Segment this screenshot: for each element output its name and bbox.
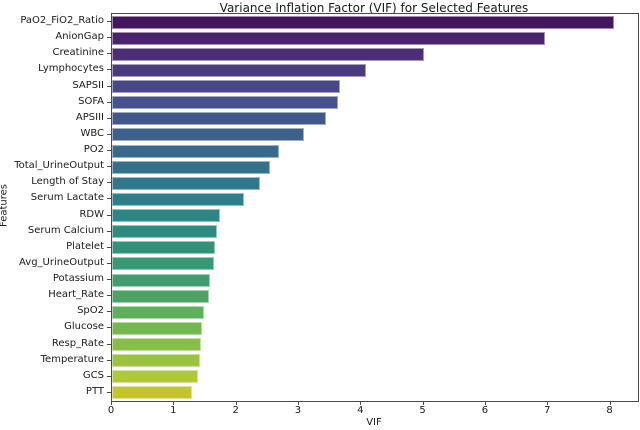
bar-sapsii xyxy=(112,80,341,93)
bar-temperature xyxy=(112,354,201,368)
bar-ptt xyxy=(112,386,192,400)
y-axis-label: Features xyxy=(0,184,10,227)
y-tick-label: Heart_Rate xyxy=(48,289,104,301)
x-tick-mark xyxy=(235,401,237,405)
bars-layer xyxy=(112,14,638,401)
bar-resp-rate xyxy=(112,338,202,351)
y-tick-label: WBC xyxy=(80,127,104,139)
y-tick-mark xyxy=(107,53,111,55)
y-tick-label: AnionGap xyxy=(55,31,104,43)
y-tick-label: Resp_Rate xyxy=(51,337,104,349)
y-tick-label: Creatinine xyxy=(52,47,104,59)
y-tick-mark xyxy=(107,182,111,184)
y-tick-mark xyxy=(107,375,111,377)
bar-lymphocytes xyxy=(112,63,367,77)
x-tick-mark xyxy=(173,401,175,405)
y-tick-mark xyxy=(107,327,111,329)
y-tick-label: RDW xyxy=(79,208,104,220)
bar-aniongap xyxy=(112,31,546,45)
x-tick-label: 6 xyxy=(481,405,489,416)
bar-potassium xyxy=(112,273,211,287)
bar-avg-urineoutput xyxy=(112,257,215,271)
bar-length-of-stay xyxy=(112,176,261,190)
y-tick-mark xyxy=(107,359,111,361)
x-tick-mark xyxy=(484,401,486,405)
y-tick-mark xyxy=(107,343,111,345)
y-tick-label: APSIII xyxy=(75,111,104,123)
x-tick-label: 7 xyxy=(544,405,551,416)
bar-rdw xyxy=(112,209,221,222)
y-tick-mark xyxy=(107,133,111,135)
x-tick-mark xyxy=(422,401,424,405)
y-tick-mark xyxy=(107,262,111,264)
y-tick-label: SpO2 xyxy=(77,305,104,317)
y-tick-mark xyxy=(107,101,111,103)
x-tick-mark xyxy=(111,401,112,405)
bar-po2 xyxy=(112,144,280,158)
y-tick-label: Platelet xyxy=(66,240,104,252)
y-tick-mark xyxy=(107,150,111,152)
y-tick-mark xyxy=(107,311,111,313)
y-tick-label: Potassium xyxy=(52,273,104,285)
x-tick-label: 0 xyxy=(107,405,115,416)
bar-wbc xyxy=(112,128,304,142)
bar-apsiii xyxy=(112,112,327,126)
y-tick-label: PTT xyxy=(85,385,104,397)
bar-serum-calcium xyxy=(112,225,218,239)
y-tick-mark xyxy=(107,69,111,71)
y-tick-mark xyxy=(107,21,111,23)
x-tick-mark xyxy=(297,401,299,405)
y-tick-label: PaO2_FiO2_Ratio xyxy=(20,15,104,27)
y-tick-mark xyxy=(107,37,111,39)
y-tick-label: Serum Lactate xyxy=(30,192,104,204)
x-tick-label: 5 xyxy=(419,405,426,416)
bar-pao2-fio2-ratio xyxy=(112,15,615,29)
bar-platelet xyxy=(112,241,216,255)
bar-gcs xyxy=(112,370,198,384)
y-tick-mark xyxy=(107,117,111,119)
y-tick-label: PO2 xyxy=(83,144,104,156)
bar-total-urineoutput xyxy=(112,160,271,174)
y-tick-label: Avg_UrineOutput xyxy=(19,256,104,268)
x-tick-mark xyxy=(609,401,611,405)
x-tick-mark xyxy=(360,401,362,405)
bar-glucose xyxy=(112,321,203,335)
y-tick-label: Length of Stay xyxy=(31,176,104,188)
y-tick-mark xyxy=(107,166,111,168)
plot-area xyxy=(111,13,639,402)
y-tick-label: GCS xyxy=(82,369,104,381)
bar-sofa xyxy=(112,96,338,110)
y-tick-label: Lymphocytes xyxy=(38,63,104,75)
y-tick-label: SOFA xyxy=(78,95,104,107)
x-tick-label: 8 xyxy=(606,405,613,416)
x-tick-label: 2 xyxy=(232,405,239,416)
y-tick-mark xyxy=(107,85,111,87)
y-axis-tick-labels: PaO2_FiO2_Ratio AnionGap Creatinine Lymphoc… xyxy=(0,13,104,400)
y-tick-mark xyxy=(107,295,111,297)
y-tick-mark xyxy=(107,230,111,232)
x-tick-label: 4 xyxy=(357,405,364,416)
bar-spo2 xyxy=(112,305,204,319)
y-tick-label: SAPSII xyxy=(72,79,104,91)
chart-title: Variance Inflation Factor (VIF) for Sele… xyxy=(219,1,529,15)
y-tick-mark xyxy=(107,246,111,248)
x-tick-mark xyxy=(547,401,549,405)
bar-creatinine xyxy=(112,47,424,61)
x-tick-label: 1 xyxy=(170,405,177,416)
y-tick-mark xyxy=(107,279,111,281)
x-axis-label: VIF xyxy=(366,417,382,428)
y-tick-mark xyxy=(107,391,111,393)
x-tick-label: 3 xyxy=(294,405,302,416)
y-tick-mark xyxy=(107,198,111,200)
y-tick-label: Serum Calcium xyxy=(27,224,104,236)
y-tick-label: Glucose xyxy=(64,321,104,333)
y-tick-label: Temperature xyxy=(40,353,104,365)
bar-heart-rate xyxy=(112,289,210,303)
bar-serum-lactate xyxy=(112,192,245,206)
y-tick-label: Total_UrineOutput xyxy=(14,160,104,172)
y-tick-mark xyxy=(107,214,111,216)
